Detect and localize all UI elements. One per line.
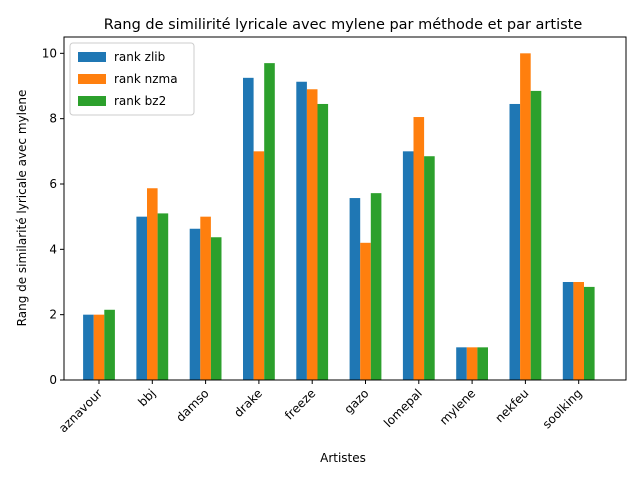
bar-rank-nzma-aznavour [93, 314, 105, 380]
bars-group [83, 53, 595, 381]
bar-rank-bz2-nekfeu [530, 90, 542, 381]
bar-rank-bz2-lomepal [424, 156, 435, 380]
y-tick-label: 0 [49, 373, 57, 387]
bar-rank-bz2-freeze [317, 103, 329, 380]
legend-swatch-rank-zlib [78, 52, 106, 62]
bar-rank-bz2-bbj [157, 213, 169, 380]
x-tick-label-gazo: gazo [341, 386, 371, 416]
y-tick-label: 6 [49, 177, 57, 191]
bar-rank-zlib-mylene [456, 347, 467, 380]
x-tick-label-damso: damso [173, 386, 211, 424]
bar-rank-nzma-bbj [147, 188, 158, 380]
y-axis-label: Rang de similarité lyricale avec mylene [15, 90, 29, 327]
bar-rank-nzma-nekfeu [520, 53, 531, 380]
x-tick-label-mylene: mylene [437, 386, 478, 427]
bar-rank-zlib-damso [189, 228, 201, 380]
bar-rank-zlib-gazo [349, 198, 361, 380]
bar-rank-bz2-aznavour [104, 309, 115, 380]
x-tick-label-freeze: freeze [282, 386, 318, 422]
bar-rank-nzma-gazo [360, 242, 371, 380]
bar-rank-bz2-mylene [477, 347, 488, 380]
x-tick-label-soolking: soolking [540, 386, 585, 431]
bar-rank-zlib-bbj [136, 216, 147, 380]
legend-label-rank-bz2: rank bz2 [114, 94, 166, 108]
bar-rank-nzma-damso [200, 216, 211, 380]
bar-rank-nzma-lomepal [413, 117, 425, 380]
bar-rank-zlib-drake [243, 77, 254, 380]
y-tick-label: 4 [49, 242, 57, 256]
bar-rank-bz2-drake [264, 63, 275, 380]
x-tick-label-aznavour: aznavour [56, 386, 105, 435]
bar-rank-zlib-nekfeu [509, 103, 521, 380]
x-tick-label-drake: drake [231, 386, 265, 420]
legend-swatch-rank-nzma [78, 74, 106, 84]
bar-rank-bz2-damso [210, 237, 222, 380]
legend-label-rank-zlib: rank zlib [114, 50, 165, 64]
legend-swatch-rank-bz2 [78, 96, 106, 106]
bar-rank-nzma-soolking [573, 282, 584, 380]
bar-rank-nzma-drake [253, 151, 265, 380]
y-tick-label: 10 [42, 46, 57, 60]
legend-label-rank-nzma: rank nzma [114, 72, 178, 86]
legend: rank zlib rank nzma rank bz2 [69, 42, 195, 116]
bar-rank-nzma-freeze [306, 89, 318, 381]
y-tick-label: 8 [49, 112, 57, 126]
bar-rank-nzma-mylene [466, 347, 478, 380]
x-axis: aznavour bbj damso drake freeze gazo lomepal my… [56, 380, 585, 435]
x-axis-label: Artistes [320, 451, 366, 465]
chart-title: Rang de similirité lyricale avec mylene … [104, 17, 583, 33]
x-tick-label-lomepal: lomepal [381, 386, 425, 430]
bar-rank-bz2-soolking [584, 286, 595, 380]
bar-rank-zlib-lomepal [402, 151, 414, 380]
y-tick-label: 2 [49, 308, 57, 322]
plot-frame [63, 36, 627, 381]
bar-rank-zlib-freeze [296, 81, 307, 380]
bar-rank-zlib-aznavour [83, 314, 94, 380]
bar-rank-zlib-soolking [562, 282, 574, 380]
x-tick-label-bbj: bbj [135, 386, 158, 409]
bar-rank-bz2-gazo [370, 193, 382, 380]
x-tick-label-nekfeu: nekfeu [493, 386, 532, 425]
y-axis: 0 2 4 6 8 10 [42, 46, 64, 387]
